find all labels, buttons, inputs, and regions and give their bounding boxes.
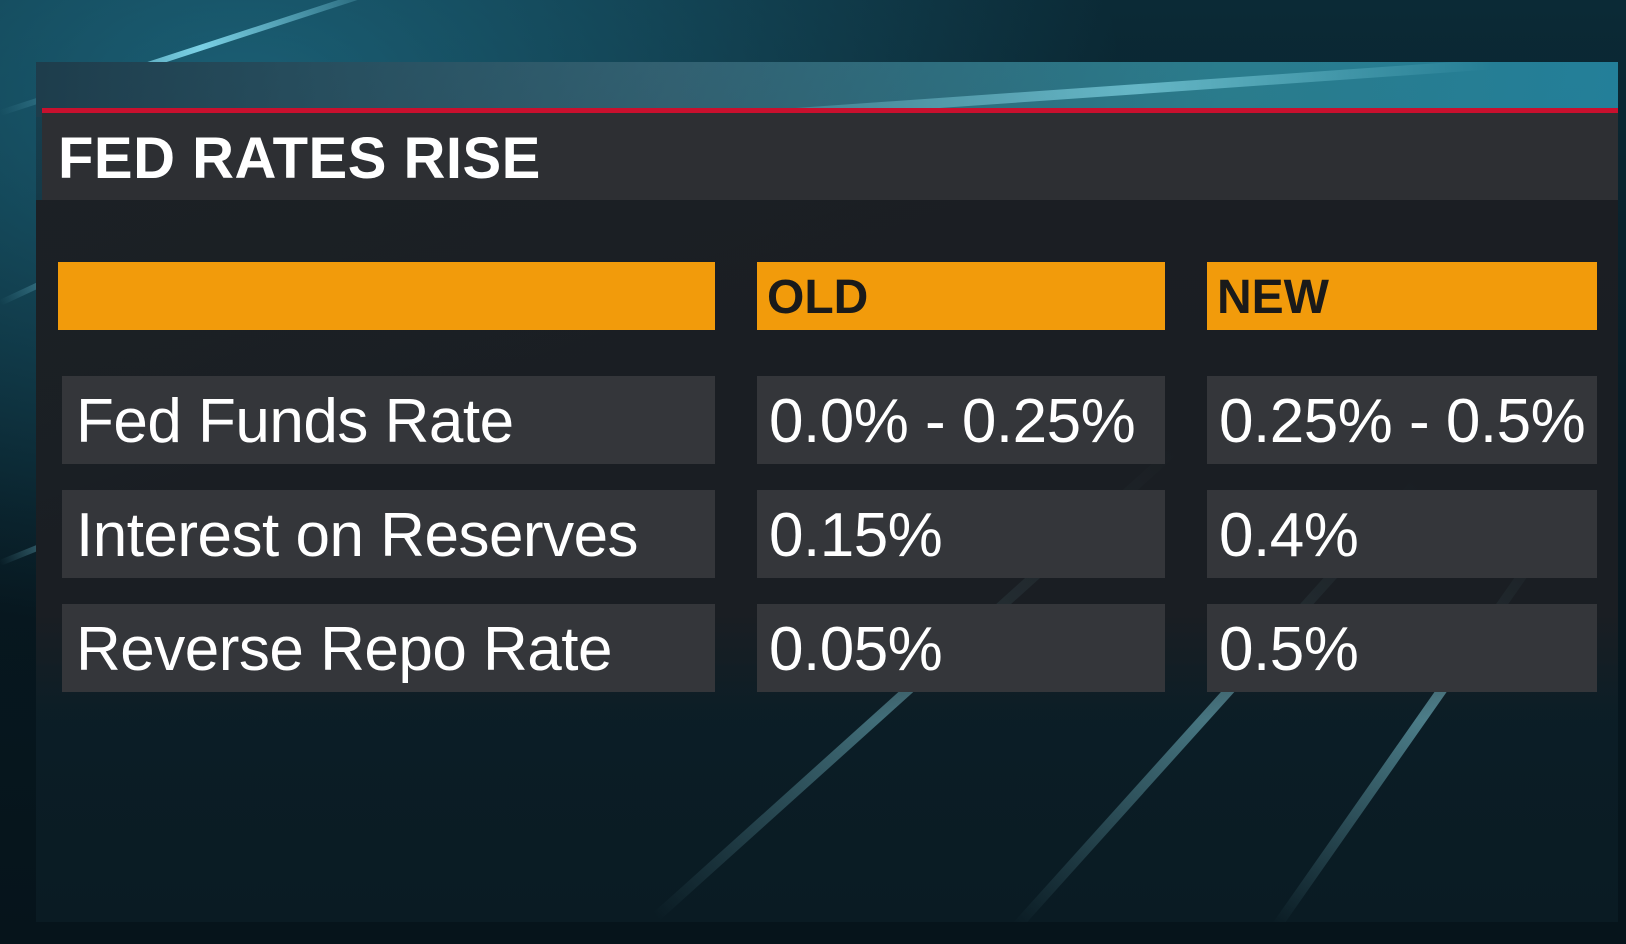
row-label: Interest on Reserves <box>76 501 639 570</box>
header-label-old: OLD <box>767 271 869 324</box>
header-cell-label-column <box>58 262 715 330</box>
table-row-label: Interest on Reserves <box>62 490 715 578</box>
table-cell-old: 0.05% <box>757 604 1165 692</box>
chart-title: FED RATES RISE <box>58 126 541 191</box>
old-value: 0.0% - 0.25% <box>769 387 1136 456</box>
header-label-new: NEW <box>1217 271 1329 324</box>
new-value: 0.25% - 0.5% <box>1219 387 1586 456</box>
new-value: 0.4% <box>1219 501 1359 570</box>
table-row-label: Reverse Repo Rate <box>62 604 715 692</box>
new-value: 0.5% <box>1219 615 1359 684</box>
table-cell-new: 0.5% <box>1207 604 1597 692</box>
table-cell-new: 0.4% <box>1207 490 1597 578</box>
header-cell-new: NEW <box>1207 262 1597 330</box>
table-cell-new: 0.25% - 0.5% <box>1207 376 1597 464</box>
old-value: 0.15% <box>769 501 943 570</box>
header-cell-old: OLD <box>757 262 1165 330</box>
table-cell-old: 0.15% <box>757 490 1165 578</box>
title-bar: FED RATES RISE <box>42 108 1618 200</box>
table-cell-old: 0.0% - 0.25% <box>757 376 1165 464</box>
row-label: Fed Funds Rate <box>76 387 514 456</box>
old-value: 0.05% <box>769 615 943 684</box>
row-label: Reverse Repo Rate <box>76 615 613 684</box>
table-row-label: Fed Funds Rate <box>62 376 715 464</box>
